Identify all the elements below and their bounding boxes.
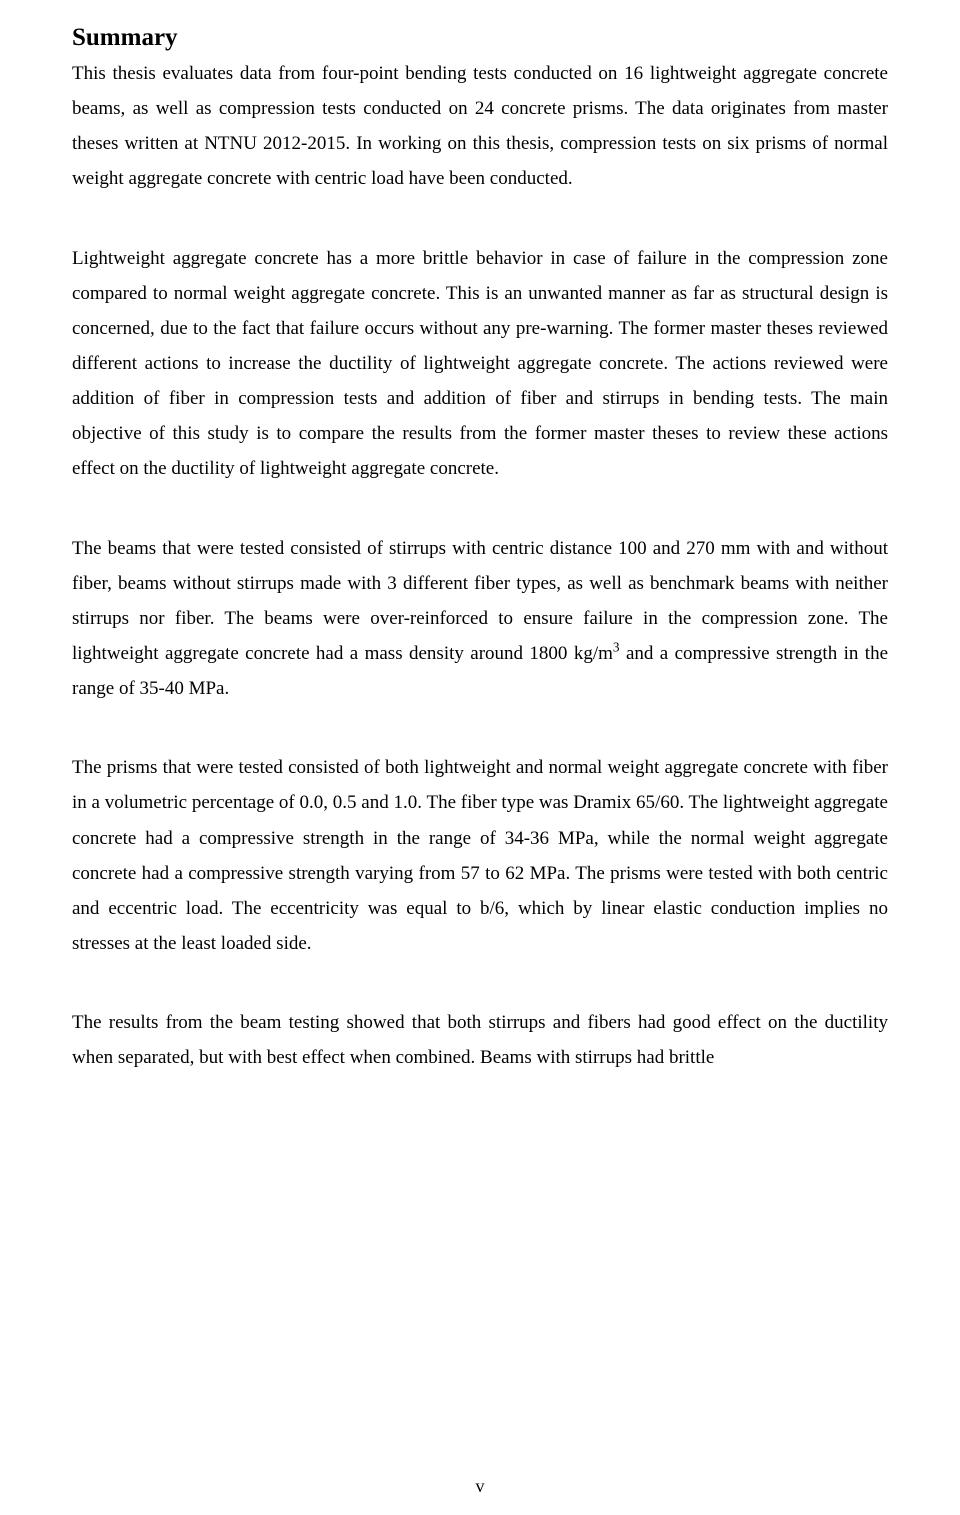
paragraph-5: The results from the beam testing showed… bbox=[72, 1005, 888, 1075]
paragraph-3-superscript: 3 bbox=[613, 640, 620, 655]
paragraph-4: The prisms that were tested consisted of… bbox=[72, 750, 888, 961]
page-number: v bbox=[0, 1476, 960, 1497]
paragraph-3: The beams that were tested consisted of … bbox=[72, 531, 888, 707]
paragraph-1: This thesis evaluates data from four-poi… bbox=[72, 56, 888, 197]
summary-heading: Summary bbox=[72, 24, 888, 52]
paragraph-2: Lightweight aggregate concrete has a mor… bbox=[72, 241, 888, 487]
